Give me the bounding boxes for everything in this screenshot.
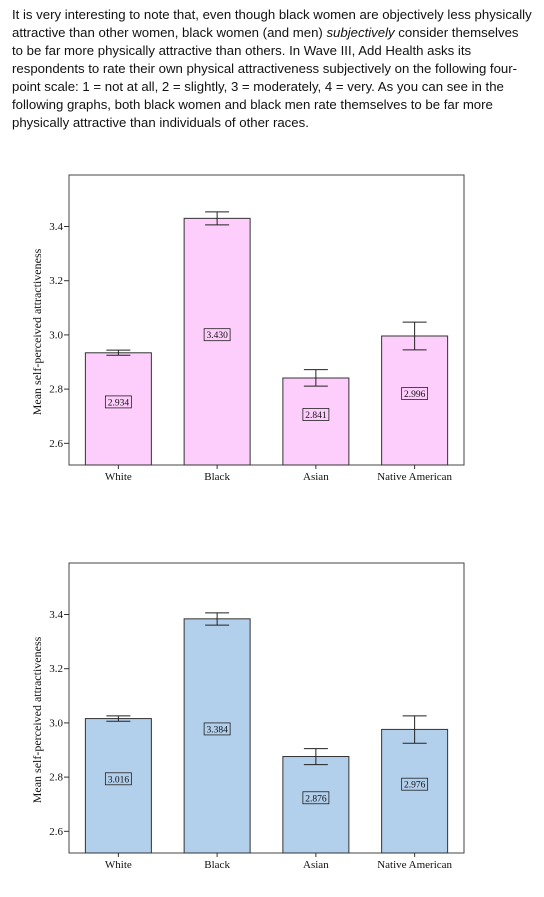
- value-label-box: [203, 328, 231, 342]
- x-tick-label: White: [105, 471, 132, 483]
- x-tick-label: Native American: [377, 471, 452, 483]
- x-tick-label: Native American: [377, 859, 452, 871]
- intro-emphasis: subjectively: [326, 25, 395, 40]
- bar-chart-2: 2.6 2.8 3.0 3.2 3.4 3.016 White 3.384 Black 2.876…: [30, 562, 465, 878]
- y-tick-label: 3.0: [49, 329, 63, 341]
- value-label: 3.384: [206, 725, 228, 735]
- y-tick-label: 3.2: [49, 275, 63, 287]
- intro-text-1: It is very interesting to note that, eve…: [12, 7, 532, 40]
- y-axis-label: Mean self-perceived attractiveness: [30, 636, 44, 803]
- bar: [381, 335, 449, 466]
- bar: [183, 618, 251, 854]
- y-tick-label: 3.0: [49, 717, 63, 729]
- y-tick-label: 2.6: [49, 826, 63, 838]
- y-tick-label: 2.8: [49, 772, 63, 784]
- value-label-box: [302, 791, 330, 805]
- intro-text-2: consider themselves to be far more physi…: [12, 25, 519, 130]
- y-tick-label: 3.4: [49, 221, 63, 233]
- value-label-box: [302, 408, 330, 421]
- y-tick-label: 3.2: [49, 663, 63, 675]
- y-tick-label: 3.4: [49, 609, 63, 621]
- bar-chart-1: 2.6 2.8 3.0 3.2 3.4 2.934 White 3.430 Black 2.841…: [30, 174, 465, 490]
- value-label: 2.934: [108, 398, 130, 408]
- value-label: 2.876: [305, 794, 327, 804]
- value-label-box: [401, 777, 429, 791]
- value-label-box: [104, 772, 132, 786]
- bar: [84, 352, 152, 466]
- value-label: 3.430: [206, 331, 228, 341]
- bar: [282, 756, 350, 854]
- y-axis-label: Mean self-perceived attractiveness: [30, 248, 44, 415]
- x-tick-label: Asian: [303, 859, 329, 871]
- x-tick-label: Black: [204, 859, 230, 871]
- x-axis-label: Race: [234, 877, 259, 878]
- value-label: 2.996: [404, 390, 426, 400]
- value-label: 2.976: [404, 781, 426, 791]
- bar: [183, 217, 251, 466]
- y-tick-label: 2.6: [49, 438, 63, 450]
- value-label-box: [401, 387, 429, 400]
- value-label: 2.841: [305, 411, 327, 421]
- bar: [282, 377, 350, 466]
- value-label-box: [203, 722, 231, 736]
- value-label: 3.016: [108, 775, 130, 785]
- y-tick-label: 2.8: [49, 384, 63, 396]
- intro-paragraph: It is very interesting to note that, eve…: [12, 6, 532, 132]
- value-label-box: [104, 395, 132, 409]
- x-tick-label: White: [105, 859, 132, 871]
- x-tick-label: Black: [204, 471, 230, 483]
- bar: [381, 728, 449, 854]
- x-tick-label: Asian: [303, 471, 329, 483]
- x-axis-label: Race: [234, 489, 259, 490]
- bar: [84, 718, 152, 854]
